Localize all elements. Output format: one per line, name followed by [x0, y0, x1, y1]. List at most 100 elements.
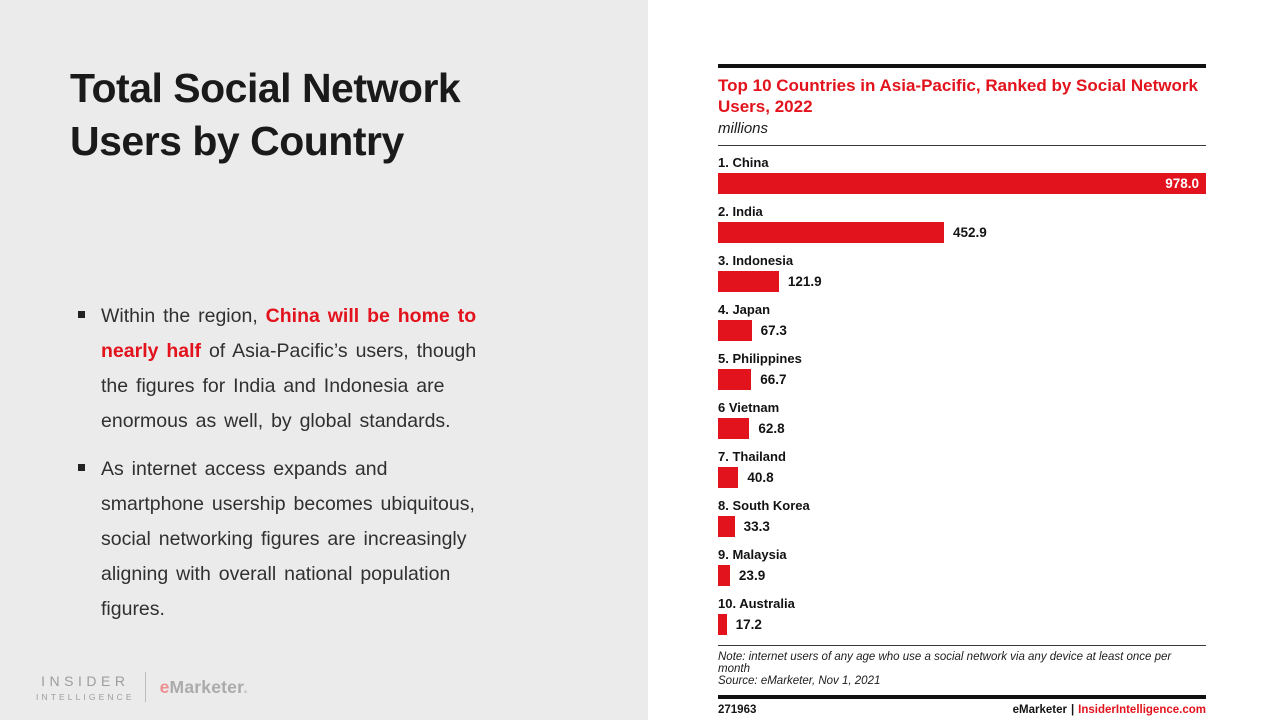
chart-unit-label: millions [718, 120, 769, 137]
chart-row: 6 Vietnam 62.8 [718, 400, 1206, 439]
bar [718, 369, 752, 390]
bar-category-label: 6 Vietnam [718, 400, 780, 415]
bullet-plain-text: enormous as well, by global standards. [101, 410, 451, 432]
bar-value-label: 121.9 [787, 274, 822, 289]
bar [718, 320, 752, 341]
bar-track: 66.7 [718, 369, 1206, 390]
bar-track: 978.0 [718, 173, 1206, 194]
bar-category-label: 9. Malaysia [718, 547, 787, 562]
bar-category-label: 4. Japan [718, 302, 771, 317]
chart-notes-rule [718, 645, 1206, 646]
bullet-plain-text: social networking figures are increasing… [101, 528, 467, 550]
chart-bottom-rule [718, 694, 1206, 699]
bar [718, 565, 730, 586]
footer-emarketer: eMarketer [1012, 703, 1067, 716]
chart-row: 2. India 452.9 [718, 204, 1206, 243]
chart-row: 8. South Korea 33.3 [718, 498, 1206, 537]
bar-category-label: 2. India [718, 204, 763, 219]
bullet-plain-text: of Asia-Pacific’s users, though [201, 340, 477, 362]
chart: Top 10 Countries in Asia-Pacific, Ranked… [718, 64, 1206, 716]
chart-title: Top 10 Countries in Asia-Pacific, Ranked… [718, 76, 1198, 116]
chart-source: Source: eMarketer, Nov 1, 2021 [718, 675, 881, 687]
chart-row: 5. Philippines 66.7 [718, 351, 1206, 390]
bar [718, 222, 944, 243]
chart-footer-brand-line: eMarketer | InsiderIntelligence.com [1013, 704, 1206, 716]
chart-footer: 271963 eMarketer | InsiderIntelligence.com [718, 704, 1206, 716]
bar-value-label: 66.7 [760, 372, 787, 387]
bar [718, 614, 727, 635]
bar-value-label: 40.8 [747, 470, 774, 485]
chart-header-rule [718, 145, 1206, 146]
bullet-line: the figures for India and Indonesia are [101, 369, 476, 404]
bullet-line: social networking figures are increasing… [101, 522, 475, 557]
bullet-line: figures. [101, 592, 475, 627]
bullet-plain-text: figures. [101, 598, 165, 620]
emarketer-e: e [159, 676, 170, 697]
bar-value-label: 67.3 [760, 323, 787, 338]
bar: 978.0 [718, 173, 1206, 194]
chart-note: Note: internet users of any age who use … [718, 651, 1172, 675]
bullet-plain-text: aligning with overall national populatio… [101, 563, 451, 585]
logo-intelligence-text: INTELLIGENCE [36, 691, 135, 702]
bullet-line: smartphone usership becomes ubiquitous, [101, 487, 475, 522]
bar-track: 62.8 [718, 418, 1206, 439]
bar-category-label: 3. Indonesia [718, 253, 794, 268]
chart-row: 4. Japan 67.3 [718, 302, 1206, 341]
bullet-item: As internet access expands and smartphone… [78, 452, 564, 627]
bullet-list: Within the region, China will be home to… [78, 299, 564, 640]
chart-row: 3. Indonesia 121.9 [718, 253, 1206, 292]
bar-value-label: 62.8 [758, 421, 785, 436]
chart-id: 271963 [718, 703, 757, 716]
bar-value-label: 17.2 [735, 617, 762, 632]
bar-track: 17.2 [718, 614, 1206, 635]
logo-insider-text: INSIDER [41, 672, 130, 689]
bullet-plain-text: smartphone usership becomes ubiquitous, [101, 493, 475, 515]
bar-category-label: 8. South Korea [718, 498, 810, 513]
bar-value-label: 33.3 [743, 519, 770, 534]
emarketer-wordmark: eMarketer. [160, 677, 249, 698]
page-title: Total Social Network Users by Country [70, 65, 461, 164]
bar [718, 418, 750, 439]
bar-category-label: 5. Philippines [718, 351, 802, 366]
bullet-item: Within the region, China will be home to… [78, 299, 564, 439]
bar-track: 33.3 [718, 516, 1206, 537]
bar-category-label: 1. China [718, 155, 769, 170]
emarketer-rest: Marketer [169, 676, 244, 697]
bar-value-label: 23.9 [738, 568, 766, 583]
bar-value-label: 978.0 [1165, 176, 1199, 191]
insider-intelligence-wordmark: INSIDER INTELLIGENCE [36, 673, 135, 702]
emarketer-dot: . [243, 676, 249, 697]
bar-value-label: 452.9 [952, 225, 987, 240]
chart-notes: Note: internet users of any age who use … [718, 651, 1206, 688]
footer-site-link: InsiderIntelligence.com [1078, 703, 1206, 716]
bullet-highlight-text: nearly half [101, 340, 202, 362]
bullet-highlight-text: China will be home to [265, 305, 477, 327]
chart-row: 10. Australia 17.2 [718, 596, 1206, 635]
bar [718, 467, 739, 488]
bullet-marker [78, 464, 85, 471]
logo-divider [144, 672, 146, 702]
right-panel [648, 0, 1280, 720]
bullet-marker [78, 311, 85, 318]
bullet-line: Within the region, China will be home to [101, 299, 476, 334]
left-panel: Total Social Network Users by Country Wi… [0, 0, 648, 720]
bar-rows: 1. China 978.0 2. India 452.9 3. Indonesia 12… [718, 155, 1206, 635]
bullet-line: enormous as well, by global standards. [101, 404, 476, 439]
chart-top-rule [718, 64, 1206, 68]
bar-category-label: 7. Thailand [718, 449, 786, 464]
bullet-plain-text: As internet access expands and [101, 458, 388, 480]
bar-track: 23.9 [718, 565, 1206, 586]
bar-category-label: 10. Australia [718, 596, 795, 611]
bar-track: 121.9 [718, 271, 1206, 292]
bullet-text: Within the region, China will be home to… [101, 299, 476, 439]
bullet-line: nearly half of Asia-Pacific’s users, tho… [101, 334, 476, 369]
bar-track: 452.9 [718, 222, 1206, 243]
chart-row: 1. China 978.0 [718, 155, 1206, 194]
bar [718, 271, 779, 292]
bar-track: 40.8 [718, 467, 1206, 488]
bullet-line: As internet access expands and [101, 452, 475, 487]
bar-track: 67.3 [718, 320, 1206, 341]
bullet-text: As internet access expands and smartphone… [101, 452, 475, 627]
footer-separator: | [1070, 703, 1075, 716]
